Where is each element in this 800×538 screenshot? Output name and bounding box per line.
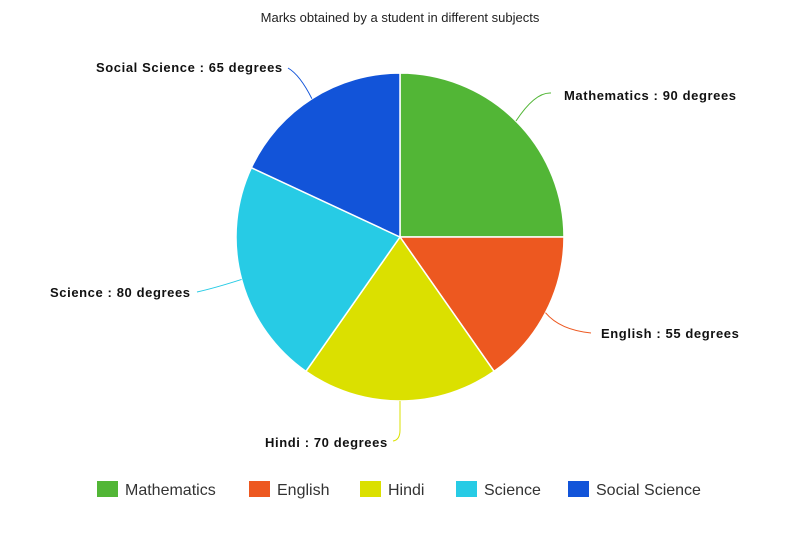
- pie-slice-english: [399, 236, 565, 373]
- chart-title: Marks obtained by a student in different…: [261, 10, 540, 25]
- pie-slices: [235, 72, 565, 402]
- legend-item-hindi[interactable]: Hindi: [360, 481, 424, 499]
- pie-slice-hindi: [305, 236, 495, 402]
- legend-swatch-hindi: [360, 481, 381, 497]
- pie-slice-social-science: [250, 72, 401, 238]
- legend: Mathematics English Hindi Science Social Sci…: [97, 481, 701, 499]
- legend-swatch-mathematics: [97, 481, 118, 497]
- legend-swatch-social-science: [568, 481, 589, 497]
- legend-item-social-science[interactable]: Social Science: [568, 481, 701, 499]
- leader-line-hindi: [392, 401, 401, 442]
- slice-label-hindi: Hindi : 70 degrees: [265, 435, 388, 450]
- slice-label-mathematics: Mathematics : 90 degrees: [564, 88, 737, 103]
- leader-line-social-science: [287, 67, 313, 99]
- legend-item-science[interactable]: Science: [456, 481, 541, 499]
- leader-line-science: [196, 278, 242, 293]
- slice-label-social-science: Social Science : 65 degrees: [96, 60, 283, 75]
- slice-label-english: English : 55 degrees: [601, 326, 739, 341]
- slice-leader-lines: [196, 67, 592, 442]
- leader-line-english: [545, 312, 592, 334]
- legend-label-science: Science: [484, 482, 541, 499]
- legend-item-english[interactable]: English: [249, 481, 329, 499]
- legend-swatch-english: [249, 481, 270, 497]
- legend-label-social-science: Social Science: [596, 482, 701, 499]
- legend-label-english: English: [277, 482, 329, 499]
- legend-label-mathematics: Mathematics: [125, 482, 216, 499]
- leader-line-mathematics: [515, 92, 552, 122]
- legend-item-mathematics[interactable]: Mathematics: [97, 481, 216, 499]
- pie-slice-mathematics: [399, 72, 565, 238]
- legend-label-hindi: Hindi: [388, 482, 424, 499]
- slice-label-science: Science : 80 degrees: [50, 285, 191, 300]
- legend-swatch-science: [456, 481, 477, 497]
- slice-labels: Mathematics : 90 degrees English : 55 deg…: [50, 60, 739, 450]
